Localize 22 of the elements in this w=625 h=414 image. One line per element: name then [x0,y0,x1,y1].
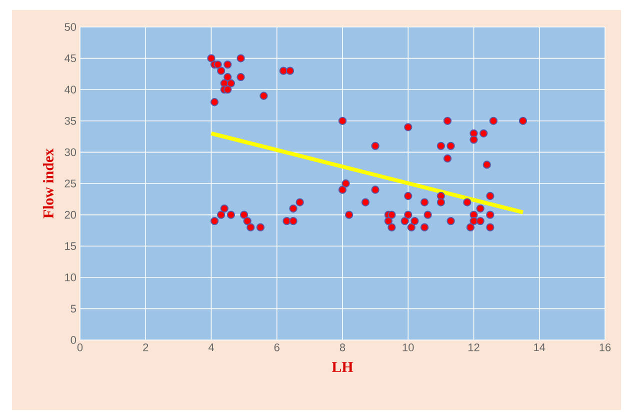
x-tick-label: 12 [468,344,480,352]
y-tick-label: 25 [64,180,76,188]
x-tick-label: 14 [534,344,546,352]
x-tick-label: 4 [208,344,214,352]
y-tick-label: 50 [64,23,76,31]
x-tick-label: 6 [274,344,280,352]
y-tick-label: 40 [64,86,76,94]
x-tick-label: 10 [402,344,414,352]
x-axis-title: LH [332,362,354,372]
y-tick-label: 15 [65,242,76,250]
y-tick-label: 10 [65,274,76,282]
x-tick-label: 2 [143,344,148,352]
x-tick-label: 8 [340,344,346,352]
y-tick-label: 20 [64,210,76,219]
x-tick-label: 16 [600,344,611,352]
y-tick-label: 45 [64,54,76,62]
y-tick-label: 0 [70,336,76,344]
x-tick-label: 0 [77,344,83,352]
y-axis-title: Flow index [42,148,54,218]
y-tick-label: 35 [64,117,76,125]
y-tick-label: 5 [70,304,76,313]
y-tick-label: 30 [64,148,76,156]
